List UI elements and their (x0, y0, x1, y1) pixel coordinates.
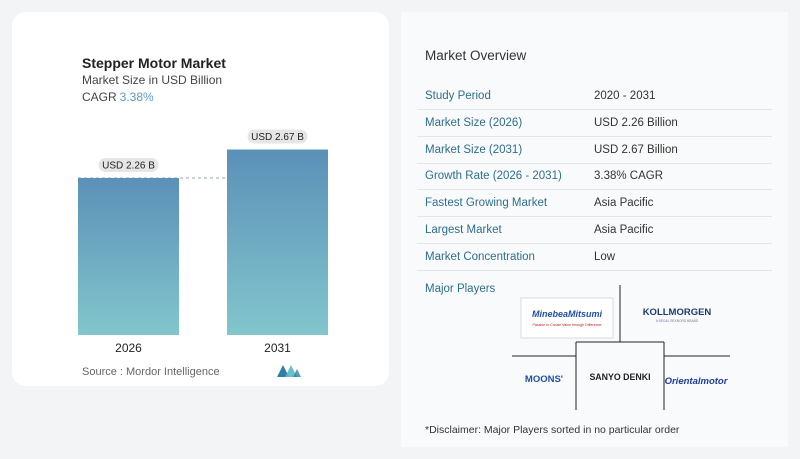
overview-row: Study Period 2020 - 2031 (417, 84, 772, 110)
players-title: Major Players (425, 283, 496, 295)
overview-row-value: USD 2.26 Billion (594, 116, 678, 129)
overview-row: Growth Rate (2026 - 2031) 3.38% CAGR (417, 164, 772, 191)
moons-logo: MOONS' (525, 374, 563, 385)
sanyo-denki-logo-text: SANYO DENKI (589, 372, 650, 382)
cagr-label: CAGR (82, 90, 117, 104)
cagr-text: CAGR 3.38% (82, 90, 154, 104)
chart-subtitle: Market Size in USD Billion (82, 73, 223, 87)
orientalmotor-logo-text: Orientalmotor (665, 376, 729, 387)
overview-row: Market Concentration Low (417, 245, 772, 271)
moons-logo-text: MOONS' (525, 374, 563, 385)
overview-card (401, 12, 788, 447)
overview-row: Market Size (2026) USD 2.26 Billion (417, 111, 772, 137)
data-label: USD 2.26 B (102, 161, 155, 172)
overview-row-value: 2020 - 2031 (594, 90, 656, 102)
orientalmotor-logo: Orientalmotor (665, 376, 729, 387)
overview-row-label: Market Concentration (425, 250, 535, 263)
overview-row-label: Market Size (2031) (425, 143, 523, 156)
sanyo-denki-logo: SANYO DENKI (589, 372, 650, 382)
overview-row-label: Market Size (2026) (425, 116, 523, 129)
minebea-logo: MinebeaMitsumi Passion to Create Value t… (520, 297, 614, 339)
bar-chart: USD 2.26 B 2026 USD 2.67 B 2031 (78, 129, 330, 355)
kollmorgen-logo: KOLLMORGEN A REGAL REXNORD BRAND (643, 307, 712, 323)
x-tick-label: 2026 (115, 341, 142, 355)
kollmorgen-tagline: A REGAL REXNORD BRAND (656, 319, 699, 323)
data-label-pill (98, 158, 159, 172)
source-text: Source : Mordor Intelligence (82, 366, 220, 378)
bar (227, 149, 328, 335)
overview-row: Fastest Growing Market Asia Pacific (417, 191, 772, 218)
cagr-value: 3.38% (119, 90, 154, 104)
overview-row-label: Fastest Growing Market (425, 197, 548, 210)
disclaimer-text: *Disclaimer: Major Players sorted in no … (425, 424, 680, 436)
bar (78, 178, 179, 335)
overview-row-value: Asia Pacific (594, 197, 654, 210)
overview-row: Market Size (2031) USD 2.67 Billion (417, 138, 772, 164)
mordor-logo-icon (277, 365, 301, 377)
data-label-pill (247, 129, 308, 144)
chart-title: Stepper Motor Market (82, 55, 226, 71)
overview-row-value: USD 2.67 Billion (594, 143, 678, 156)
minebea-logo-text: MinebeaMitsumi (532, 309, 603, 319)
overview-row-value: Asia Pacific (594, 224, 654, 236)
overview-row: Largest Market Asia Pacific (417, 218, 772, 244)
overview-row-value: 3.38% CAGR (594, 170, 664, 183)
overview-row-label: Growth Rate (2026 - 2031) (425, 170, 562, 183)
data-label: USD 2.67 B (251, 132, 304, 143)
x-tick-label: 2031 (264, 341, 291, 355)
overview-row-label: Largest Market (425, 224, 502, 236)
minebea-tagline: Passion to Create Value through Differen… (533, 323, 602, 327)
overview-row-value: Low (594, 250, 616, 263)
overview-title: Market Overview (425, 48, 527, 63)
kollmorgen-logo-text: KOLLMORGEN (643, 307, 712, 318)
overview-row-label: Study Period (425, 90, 491, 102)
